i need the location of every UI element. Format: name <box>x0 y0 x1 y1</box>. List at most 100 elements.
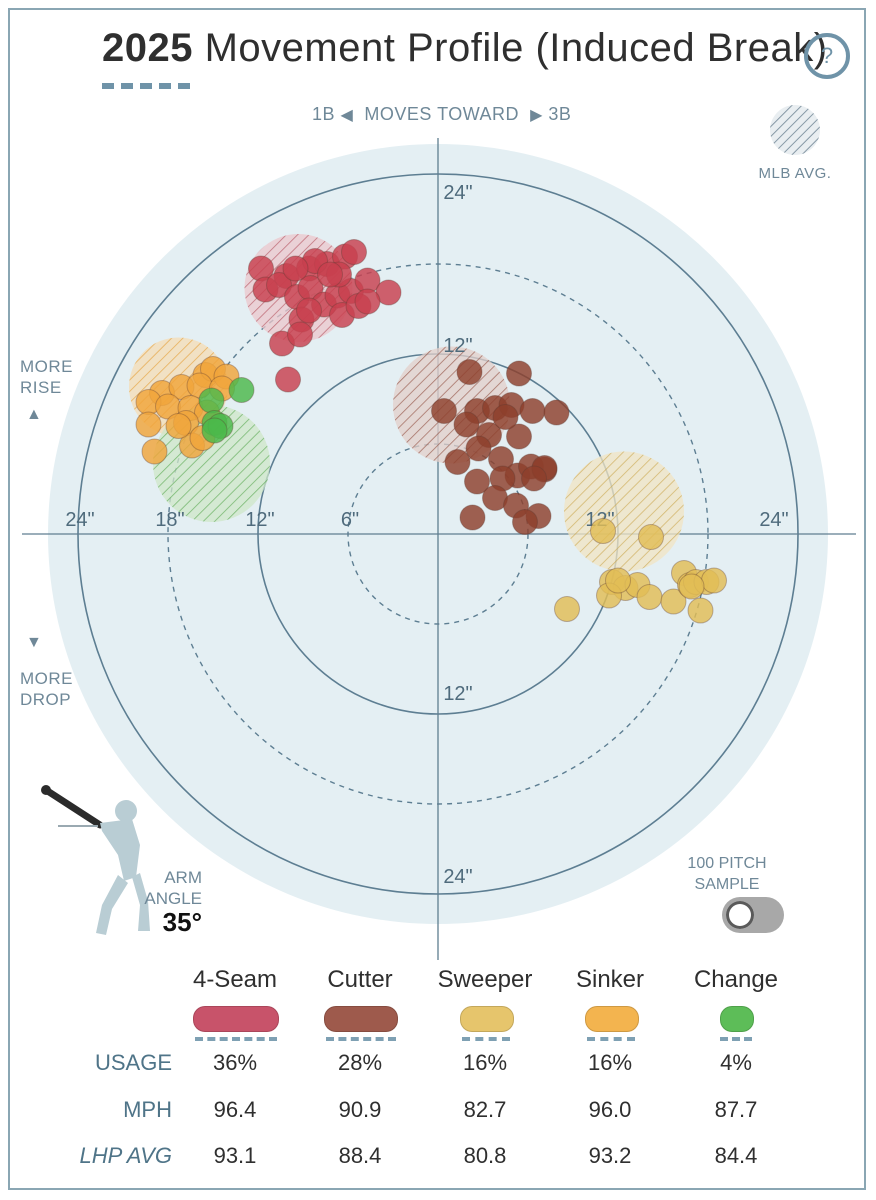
pill-cutter[interactable] <box>324 1006 398 1032</box>
page-title: 2025 Movement Profile (Induced Break) <box>102 26 828 71</box>
point-sweeper-16 <box>605 567 631 594</box>
usage-change: 4% <box>720 1050 752 1075</box>
tick-label-left-2: 12" <box>245 509 274 531</box>
point-cutter-23 <box>459 504 486 531</box>
point-cutter-12 <box>465 435 492 462</box>
lhp-avg-sweeper: 80.8 <box>463 1143 507 1168</box>
dir-left-label: 1B <box>312 104 336 124</box>
point-4seam-7 <box>266 272 292 298</box>
point-cutter-7 <box>543 399 570 426</box>
usage-cutter: 28% <box>337 1050 383 1075</box>
legend-head-sinker: Sinker <box>575 966 645 993</box>
point-cutter-20 <box>521 465 547 492</box>
tick-label-top-0: 24" <box>443 182 472 204</box>
help-button[interactable]: ? <box>804 33 850 79</box>
pill-change[interactable] <box>720 1006 754 1032</box>
point-4seam-26 <box>354 288 381 315</box>
arm-angle-value: 35° <box>162 907 202 937</box>
triangle-left-icon: ◀ <box>340 107 354 124</box>
point-cutter-11 <box>444 449 471 475</box>
mph-sweeper: 82.7 <box>463 1097 507 1122</box>
tick-label-right-1: 24" <box>759 509 788 531</box>
point-sweeper-1 <box>638 524 664 550</box>
mph-4seam: 96.4 <box>213 1097 257 1122</box>
dash-sinker <box>587 1037 635 1041</box>
hatched-circle-icon <box>770 105 820 155</box>
pill-4seam[interactable] <box>193 1006 279 1032</box>
title-year: 2025 <box>102 26 193 70</box>
mlb-avg-legend: MLB AVG. <box>753 104 837 182</box>
point-cutter-26 <box>492 404 519 430</box>
tick-label-left-1: 18" <box>155 509 184 531</box>
point-cutter-25 <box>512 509 538 535</box>
point-sweeper-0 <box>590 518 616 544</box>
more-drop-line2: DROP <box>20 690 72 709</box>
mph-cutter: 90.9 <box>338 1097 382 1122</box>
dir-right-label: 3B <box>548 104 572 124</box>
sample-toggle[interactable] <box>722 897 784 933</box>
point-cutter-2 <box>431 398 457 424</box>
lhp-avg-sinker: 93.2 <box>588 1143 632 1168</box>
dash-sweeper <box>462 1037 510 1041</box>
lhp-avg-cutter: 88.4 <box>338 1143 382 1168</box>
more-rise-label: MORE RISE <box>20 356 73 398</box>
point-4seam-22 <box>275 366 301 393</box>
row-label-usage: USAGE <box>94 1050 172 1075</box>
tick-label-bottom-1: 24" <box>443 866 472 888</box>
point-cutter-18 <box>464 468 490 495</box>
point-sweeper-14 <box>554 596 580 622</box>
point-sweeper-12 <box>701 567 727 594</box>
point-cutter-10 <box>506 423 532 450</box>
point-sinker-11 <box>135 411 162 438</box>
arm-angle-title: ARM ANGLE <box>142 867 202 909</box>
point-sinker-16 <box>165 413 192 439</box>
triangle-down-icon: ▼ <box>26 634 42 651</box>
point-4seam-24 <box>317 261 343 288</box>
legend-head-cutter: Cutter <box>327 966 393 993</box>
sample-label-line1: 100 PITCH <box>687 855 767 872</box>
sample-label: 100 PITCH SAMPLE <box>672 853 782 895</box>
usage-sinker: 16% <box>587 1050 633 1075</box>
triangle-right-icon: ▶ <box>530 107 543 124</box>
arm-title-line1: ARM <box>164 868 202 887</box>
point-sweeper-7 <box>660 588 687 615</box>
row-label-mph: MPH <box>123 1097 172 1122</box>
point-cutter-6 <box>519 398 546 424</box>
lhp-avg-change: 84.4 <box>714 1143 758 1168</box>
arm-title-line2: ANGLE <box>144 889 202 908</box>
title-underline <box>102 83 190 89</box>
dash-cutter <box>326 1037 396 1041</box>
mph-change: 87.7 <box>714 1097 758 1122</box>
point-change-0 <box>228 377 255 403</box>
mlb-avg-sweeper <box>564 451 684 572</box>
legend-head-change: Change <box>693 966 779 993</box>
point-sinker-13 <box>141 438 168 465</box>
more-rise-line2: RISE <box>20 378 62 397</box>
dir-middle-label: MOVES TOWARD <box>364 104 520 124</box>
triangle-up-icon: ▲ <box>26 406 42 423</box>
pitcher-figure-icon <box>41 785 150 935</box>
more-rise-line1: MORE <box>20 357 73 376</box>
tick-label-bottom-0: 12" <box>443 683 472 705</box>
point-4seam-23 <box>296 297 322 324</box>
tick-label-top-1: 12" <box>443 335 472 357</box>
row-label-lhp-avg: LHP AVG <box>79 1143 172 1168</box>
pill-sinker[interactable] <box>585 1006 639 1032</box>
point-cutter-8 <box>453 411 480 438</box>
legend-head-sweeper: Sweeper <box>437 966 533 993</box>
point-4seam-5 <box>341 239 367 265</box>
point-4seam-25 <box>282 255 309 282</box>
usage-4seam: 36% <box>212 1050 258 1075</box>
tick-label-left-3: 6" <box>341 509 359 531</box>
point-sweeper-15 <box>678 573 705 600</box>
pill-sweeper[interactable] <box>460 1006 514 1032</box>
usage-sweeper: 16% <box>462 1050 508 1075</box>
title-text: Movement Profile (Induced Break) <box>204 26 828 70</box>
movement-plot: 24"18"12"6"12"24"24"12"12"24" <box>22 138 856 960</box>
point-change-1 <box>198 387 225 414</box>
sample-label-line2: SAMPLE <box>694 876 760 893</box>
legend-head-4seam: 4-Seam <box>192 966 278 993</box>
more-drop-line1: MORE <box>20 669 73 688</box>
dash-change <box>720 1037 752 1041</box>
mph-sinker: 96.0 <box>588 1097 632 1122</box>
